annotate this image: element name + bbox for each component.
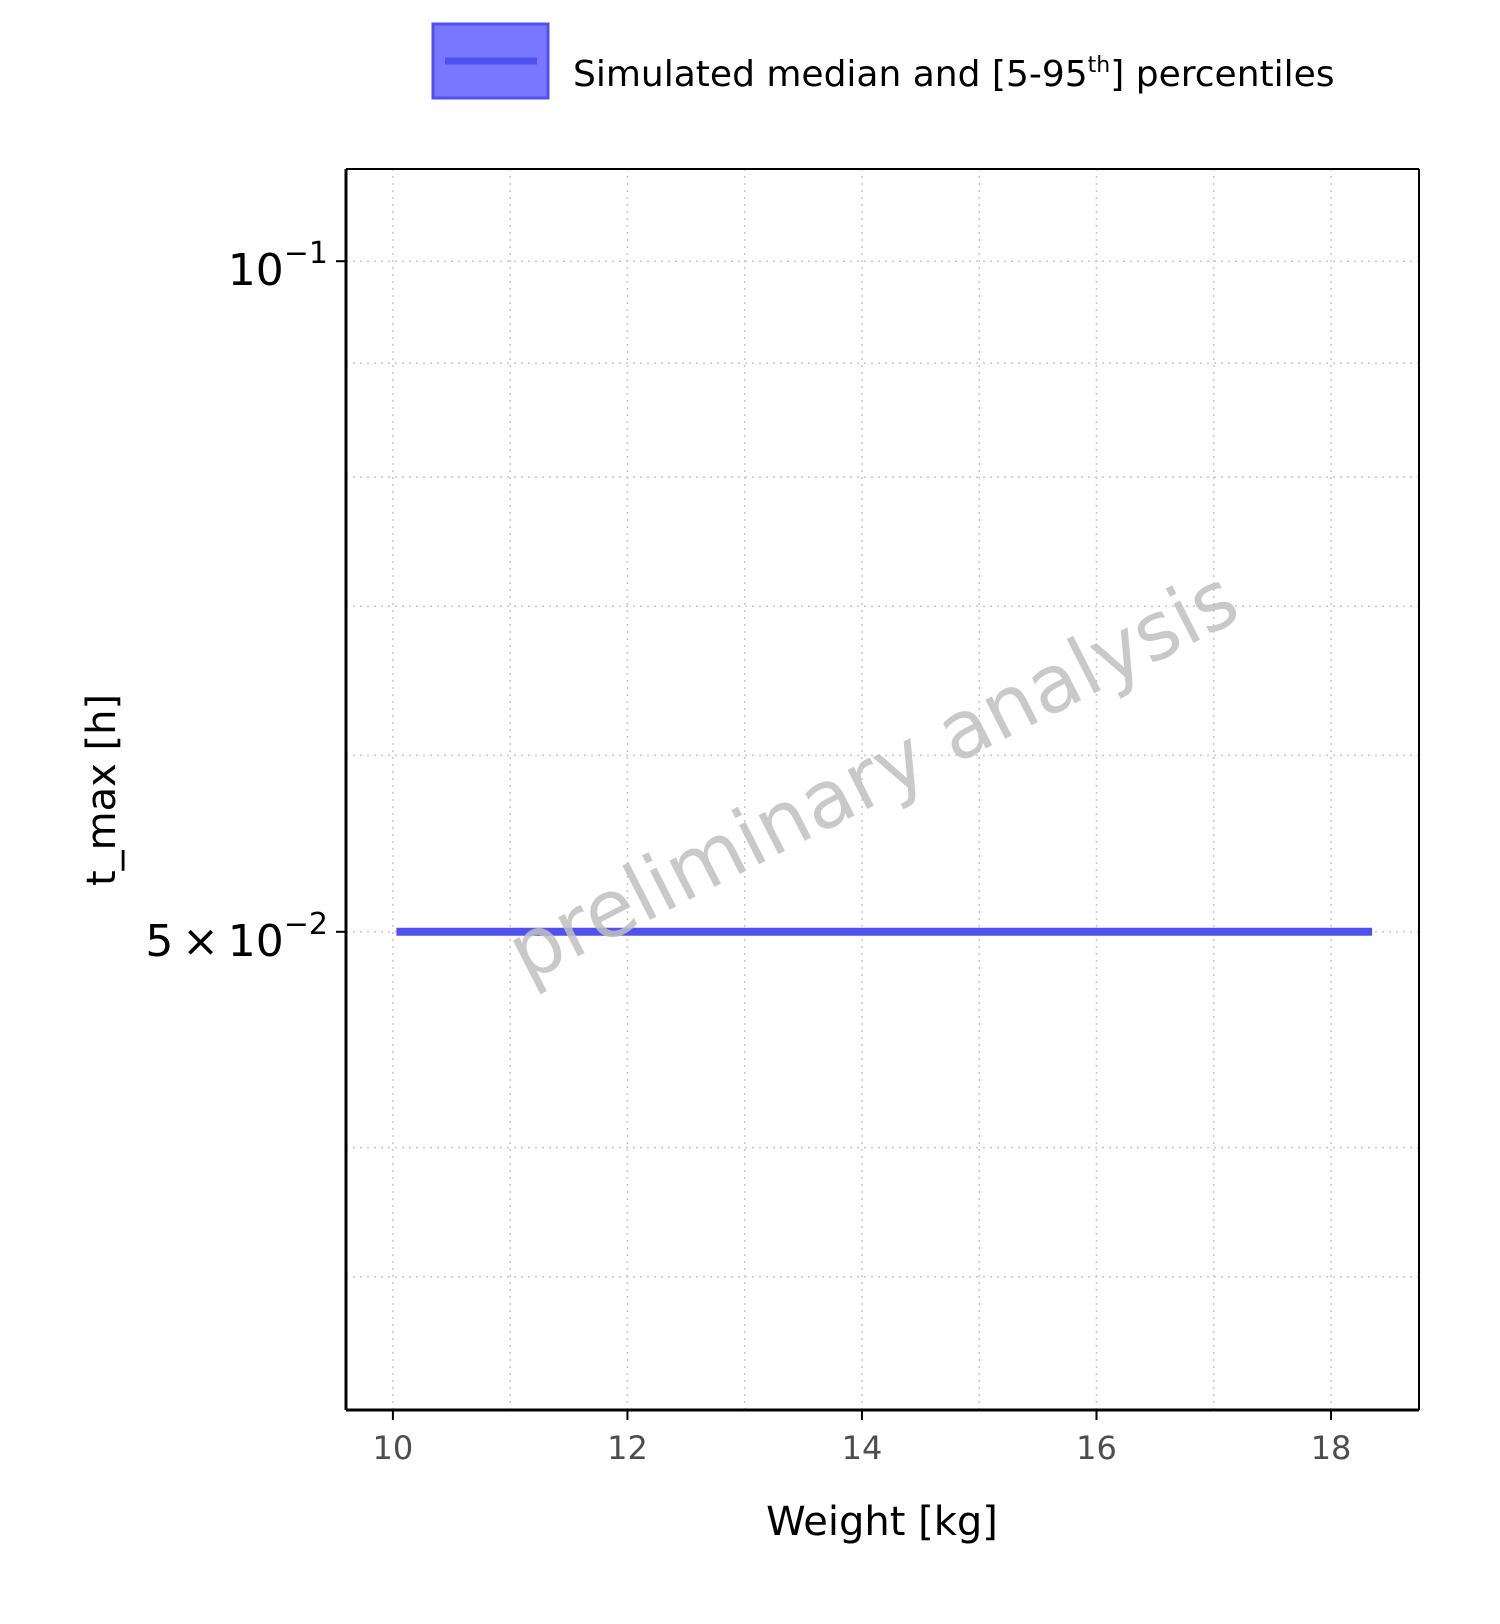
x-tick-label: 16	[1076, 1429, 1117, 1467]
y-tick-label: 5 × 10−2	[145, 907, 328, 967]
y-tick-label: 10−1	[228, 236, 328, 296]
legend-label-main: Simulated median and [5-95	[573, 54, 1088, 95]
x-tick-label: 10	[373, 1429, 414, 1467]
legend-label-end: ] percentiles	[1110, 54, 1334, 95]
x-tick-label: 12	[607, 1429, 648, 1467]
x-tick-label: 14	[842, 1429, 883, 1467]
legend-label-superscript: th	[1088, 53, 1111, 78]
legend: Simulated median and [5-95th] percentile…	[431, 22, 1335, 100]
y-axis-title: t_max [h]	[79, 694, 125, 886]
y-tick-label-exponent: −1	[284, 236, 328, 271]
y-tick-label-base: 10	[228, 245, 284, 296]
x-tick-label: 18	[1311, 1429, 1352, 1467]
axes	[344, 168, 1420, 1412]
x-axis-title: Weight [kg]	[766, 1499, 998, 1545]
y-tick-label-base: 5 × 10	[145, 916, 283, 967]
legend-label: Simulated median and [5-95th] percentile…	[573, 53, 1335, 95]
y-tick-label-exponent: −2	[284, 907, 328, 942]
